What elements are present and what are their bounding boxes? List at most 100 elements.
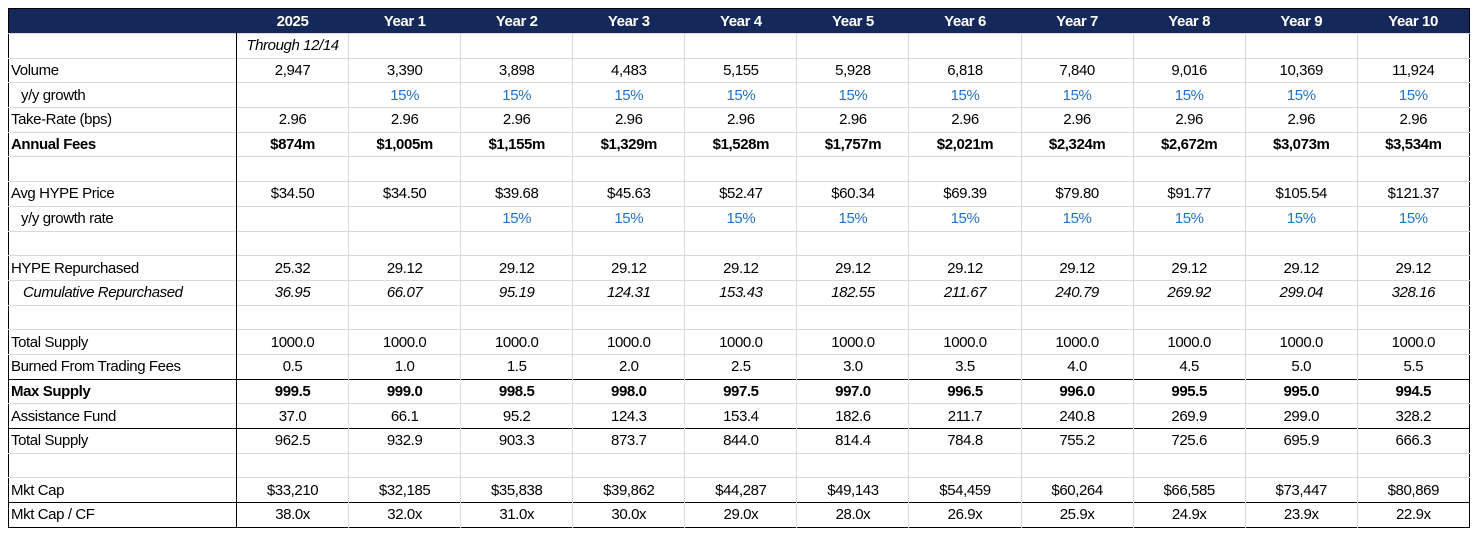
value-cell: 31.0x [460,502,573,528]
value-cell [460,33,573,59]
value-cell [1132,230,1246,256]
table-row: Cumulative Repurchased 36.95 66.07 95.19 124… [8,279,1470,306]
header-cell: Year 6 [908,8,1022,34]
row-label: Mkt Cap / CF [8,502,237,528]
header-cell [8,8,237,34]
value-cell [1244,452,1358,478]
value-cell [572,452,685,478]
value-cell [796,452,909,478]
value-cell: 15% [460,82,573,108]
value-cell [348,156,461,182]
table-row: Mkt Cap $33,210 $32,185 $35,838 $39,862 $44,2… [8,477,1470,503]
value-cell: $66,585 [1132,477,1246,503]
table-row: HYPE Repurchased 25.32 29.12 29.12 29.12 29.1… [8,255,1470,281]
value-cell: 269.9 [1132,403,1246,429]
value-cell: 4,483 [572,57,685,83]
header-cell: Year 8 [1133,8,1246,34]
value-cell: 15% [1244,205,1358,231]
value-cell [235,156,349,182]
header-cell: Year 9 [1245,8,1358,34]
value-cell: $60.34 [796,181,909,207]
table-row: Assistance Fund 37.0 66.1 95.2 124.3 153.4 182… [8,403,1470,429]
value-cell: 1000.0 [235,329,349,355]
value-cell [908,156,1022,182]
value-cell: 3,390 [348,57,461,83]
value-cell [908,452,1022,478]
value-cell: 3,898 [460,57,573,83]
value-cell: 153.4 [684,403,797,429]
value-cell: 0.5 [235,353,349,380]
value-cell: 29.12 [1244,255,1358,281]
value-cell: $105.54 [1244,181,1358,207]
value-cell: 95.2 [460,403,573,429]
value-cell [348,304,461,330]
value-cell [572,33,685,59]
value-cell: $44,287 [684,477,797,503]
value-cell: 15% [1356,82,1470,108]
value-cell: $1,528m [684,131,797,157]
value-cell [684,156,797,182]
value-cell: 2.96 [908,107,1022,133]
value-cell: $1,005m [348,131,461,157]
value-cell [1020,452,1134,478]
table-row [8,156,1470,182]
value-cell: 2.5 [684,353,797,380]
value-cell [348,33,461,59]
value-cell: 844.0 [684,428,797,454]
value-cell: $1,155m [460,131,573,157]
value-cell: 1000.0 [572,329,685,355]
label-cell [8,230,237,256]
value-cell: 9,016 [1132,57,1246,83]
value-cell: 95.19 [460,279,573,306]
value-cell: 28.0x [796,502,909,528]
table-row: Through 12/14 [8,33,1470,59]
value-cell [796,33,909,59]
value-cell: 15% [460,205,573,231]
value-cell: 997.5 [684,378,797,404]
value-cell [572,156,685,182]
value-cell: 2.96 [1356,107,1470,133]
value-cell [235,205,349,231]
value-cell: $33,210 [235,477,349,503]
row-label [8,33,237,59]
value-cell: 5,928 [796,57,909,83]
value-cell: 5,155 [684,57,797,83]
value-cell: 1.5 [460,353,573,380]
value-cell: 903.3 [460,428,573,454]
value-cell: $49,143 [796,477,909,503]
value-cell: $79.80 [1020,181,1134,207]
value-cell [796,156,909,182]
value-cell: 32.0x [348,502,461,528]
value-cell: 299.0 [1244,403,1358,429]
value-cell: $2,324m [1020,131,1134,157]
value-cell: 153.43 [684,279,797,306]
value-cell: 22.9x [1356,502,1470,528]
value-cell [1132,452,1246,478]
value-cell: 15% [684,205,797,231]
value-cell: 7,840 [1020,57,1134,83]
table-row: Total Supply 1000.0 1000.0 1000.0 1000.0 1000… [8,329,1470,355]
value-cell: 328.16 [1356,279,1470,306]
value-cell: 6,818 [908,57,1022,83]
value-cell [796,230,909,256]
value-cell: 1000.0 [1020,329,1134,355]
value-cell [1356,304,1470,330]
value-cell [235,230,349,256]
header-cell: Year 1 [348,8,461,34]
row-label: y/y growth rate [8,205,237,231]
value-cell: 15% [908,205,1022,231]
value-cell [460,452,573,478]
value-cell: 15% [1020,82,1134,108]
value-cell: 1000.0 [348,329,461,355]
table-row: Take-Rate (bps) 2.96 2.96 2.96 2.96 2.96 2.96 2… [8,107,1470,133]
value-cell: 26.9x [908,502,1022,528]
value-cell: 66.07 [348,279,461,306]
value-cell: 15% [1356,205,1470,231]
value-cell: $121.37 [1356,181,1470,207]
row-label: Take-Rate (bps) [8,107,237,133]
label-cell [8,156,237,182]
value-cell: 29.12 [908,255,1022,281]
value-cell: $874m [235,131,349,157]
header-cell: Year 2 [460,8,573,34]
